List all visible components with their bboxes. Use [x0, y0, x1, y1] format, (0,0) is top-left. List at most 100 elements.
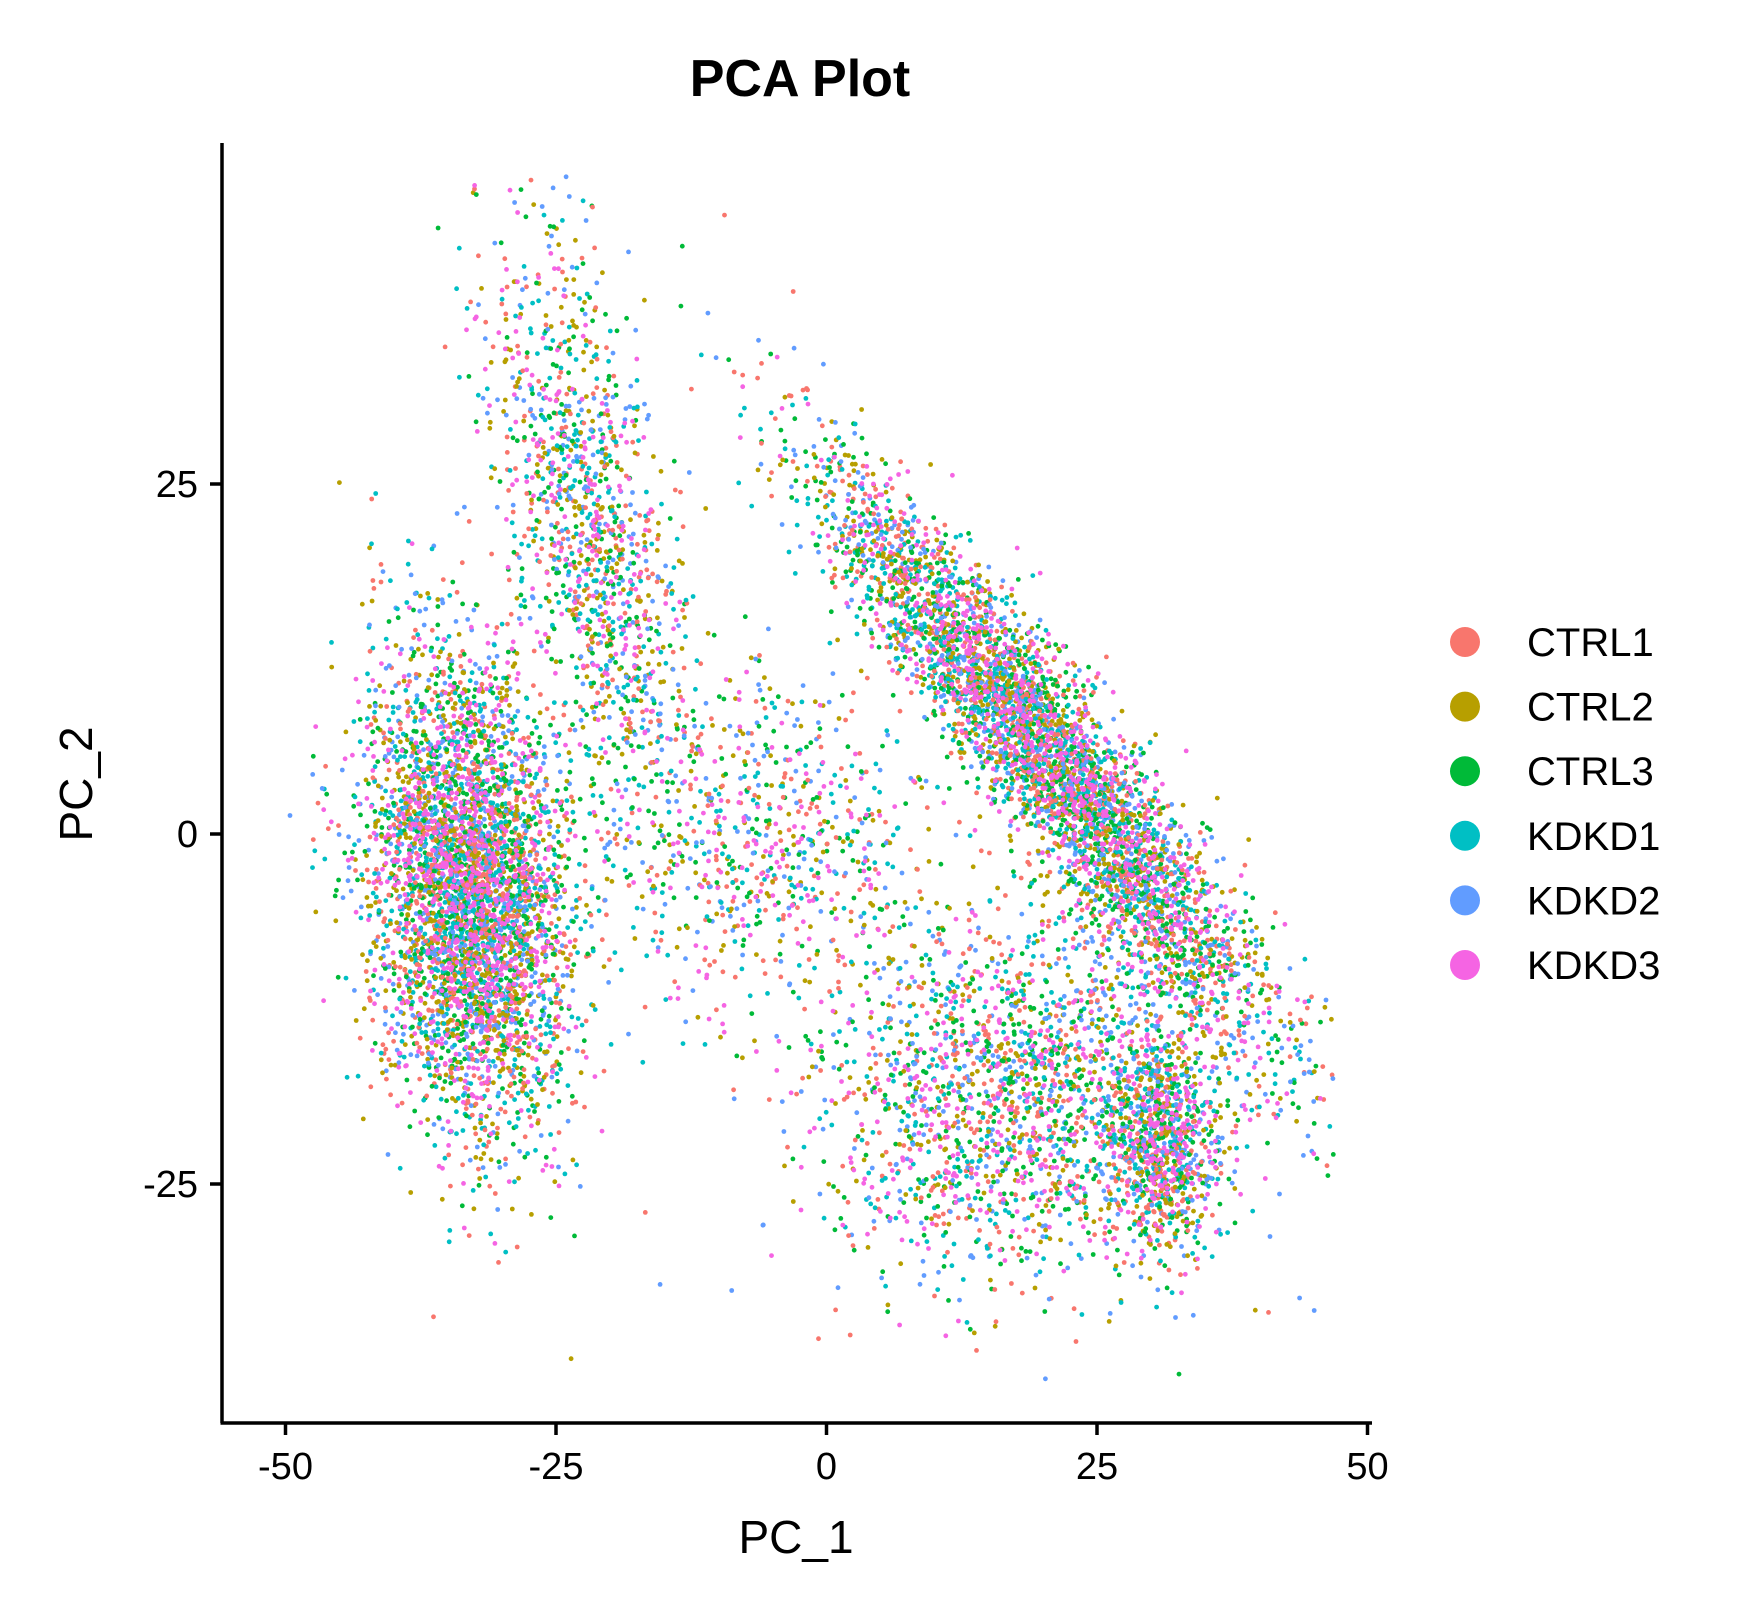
point-ctrl2 [870, 471, 876, 477]
point-ctrl1 [714, 1007, 719, 1013]
point-kdkd2 [922, 714, 927, 720]
point-kdkd2 [872, 961, 877, 966]
point-ctrl1 [840, 478, 845, 484]
point-ctrl2 [1212, 1117, 1218, 1123]
point-ctrl2 [742, 759, 747, 764]
point-kdkd1 [512, 1062, 517, 1068]
point-kdkd2 [611, 821, 617, 827]
point-ctrl3 [579, 307, 585, 313]
point-kdkd2 [607, 658, 613, 664]
point-kdkd1 [949, 1263, 955, 1269]
point-ctrl3 [726, 357, 732, 363]
point-ctrl3 [851, 454, 856, 460]
point-kdkd1 [1025, 1215, 1031, 1221]
point-kdkd1 [556, 600, 562, 605]
point-kdkd1 [471, 729, 476, 735]
point-kdkd1 [1125, 830, 1131, 836]
point-ctrl2 [609, 565, 615, 571]
point-kdkd2 [517, 1148, 522, 1154]
point-ctrl2 [604, 876, 610, 882]
point-kdkd2 [1179, 1244, 1184, 1249]
point-ctrl3 [1185, 1079, 1190, 1085]
point-ctrl1 [985, 1179, 991, 1185]
point-kdkd2 [497, 1165, 503, 1170]
point-ctrl3 [1216, 959, 1222, 964]
point-kdkd1 [897, 965, 903, 971]
point-ctrl2 [781, 852, 786, 858]
point-ctrl2 [639, 894, 645, 899]
point-kdkd1 [383, 636, 389, 642]
point-ctrl3 [829, 525, 835, 531]
point-ctrl2 [650, 649, 655, 654]
point-ctrl1 [990, 750, 995, 756]
point-kdkd2 [431, 1122, 437, 1127]
point-kdkd1 [644, 489, 649, 495]
point-ctrl1 [1204, 1007, 1210, 1013]
point-ctrl1 [842, 962, 848, 968]
point-ctrl2 [997, 661, 1003, 666]
point-kdkd2 [389, 794, 395, 800]
point-ctrl1 [1272, 910, 1278, 916]
point-ctrl2 [587, 626, 592, 632]
point-kdkd1 [864, 593, 870, 598]
point-kdkd1 [1182, 1185, 1188, 1191]
point-ctrl3 [448, 1080, 454, 1086]
point-ctrl1 [941, 647, 947, 652]
point-ctrl3 [518, 592, 524, 598]
point-ctrl1 [937, 556, 943, 562]
point-ctrl2 [401, 678, 407, 684]
point-ctrl1 [564, 391, 570, 397]
point-ctrl1 [816, 734, 822, 740]
point-ctrl1 [960, 1110, 966, 1116]
point-kdkd2 [549, 233, 554, 239]
point-kdkd2 [1074, 988, 1080, 993]
point-kdkd2 [287, 813, 293, 818]
point-kdkd1 [884, 728, 890, 734]
point-ctrl2 [495, 851, 500, 857]
point-ctrl1 [1118, 1089, 1123, 1095]
point-kdkd1 [481, 1142, 487, 1148]
point-ctrl3 [419, 740, 424, 746]
point-ctrl3 [1037, 1146, 1042, 1152]
point-ctrl2 [499, 695, 505, 701]
point-kdkd2 [984, 1152, 989, 1158]
point-ctrl2 [415, 937, 421, 943]
point-kdkd1 [554, 1071, 560, 1077]
point-ctrl1 [1324, 1163, 1330, 1169]
point-kdkd2 [1065, 1265, 1071, 1271]
point-ctrl2 [919, 785, 925, 790]
point-ctrl3 [857, 529, 863, 535]
point-ctrl1 [1008, 1048, 1014, 1053]
point-kdkd1 [827, 640, 833, 646]
point-ctrl1 [310, 837, 316, 842]
point-kdkd1 [607, 425, 613, 430]
point-kdkd1 [451, 721, 457, 726]
point-ctrl2 [1209, 936, 1215, 942]
point-ctrl1 [559, 425, 565, 431]
point-ctrl3 [1055, 947, 1061, 952]
point-kdkd2 [454, 511, 460, 516]
point-ctrl3 [614, 328, 620, 334]
point-ctrl3 [507, 837, 513, 843]
point-ctrl3 [888, 1072, 894, 1078]
point-ctrl2 [540, 445, 546, 450]
point-ctrl3 [1270, 925, 1276, 930]
point-ctrl1 [1213, 980, 1218, 986]
point-kdkd2 [1183, 832, 1189, 838]
point-ctrl1 [1074, 1120, 1079, 1126]
point-kdkd2 [835, 1285, 841, 1291]
point-ctrl3 [1073, 694, 1078, 700]
point-ctrl3 [1318, 1019, 1323, 1025]
point-kdkd1 [1209, 1254, 1215, 1259]
point-ctrl3 [690, 708, 696, 714]
point-kdkd2 [1132, 805, 1138, 811]
point-ctrl1 [1043, 1034, 1049, 1040]
point-ctrl1 [459, 560, 465, 566]
point-kdkd2 [750, 850, 756, 856]
point-kdkd2 [832, 869, 837, 875]
point-ctrl1 [510, 509, 516, 515]
point-ctrl3 [476, 1182, 482, 1188]
point-kdkd2 [917, 1281, 923, 1287]
point-ctrl1 [769, 470, 774, 475]
point-ctrl3 [1169, 1085, 1175, 1091]
